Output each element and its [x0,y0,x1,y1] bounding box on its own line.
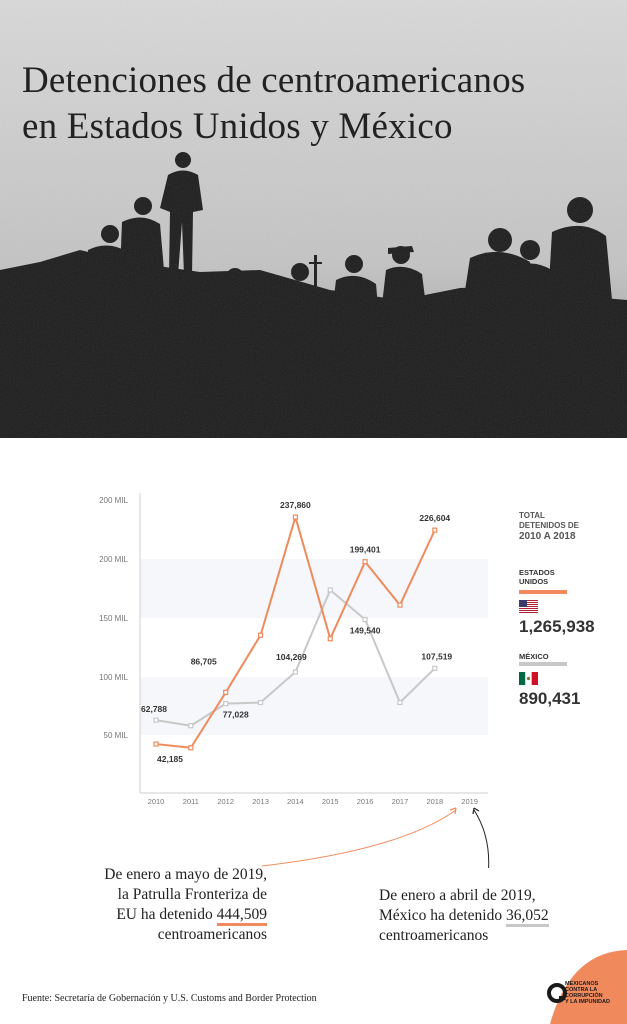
total-line-2: DETENIDOS DE [519,521,580,530]
data-label: 237,860 [280,500,311,510]
legend-us-swatch [519,590,567,594]
x-tick-label: 2018 [426,797,443,806]
x-axis-labels: 2010 2011 2012 2013 2014 2015 2016 2017 2018 2019 [148,797,478,806]
logo-line-2: CONTRA LA [565,987,598,993]
series-points [153,514,438,751]
legend-mx-label: MÉXICO [519,652,549,661]
data-label: 107,519 [421,651,452,661]
hero-photo [0,0,627,438]
data-label: 226,604 [419,513,450,523]
us-flag-icon [519,600,538,613]
data-point [153,717,159,723]
note-mexico-2019: De enero a abril de 2019, México ha dete… [379,886,549,946]
note-us-line-4: centroamericanos [157,926,267,943]
total-range: 2010 A 2018 [519,531,576,542]
logo-text: MEXICANOS CONTRA LA CORRUPCIÓN Y LA IMPU… [565,981,610,1005]
data-label: 199,401 [350,545,381,555]
data-point [223,701,229,707]
us-arrowhead [449,807,457,815]
legend-mx-swatch [519,662,567,666]
y-tick-label: 200 MIL [99,555,128,564]
data-label: 42,185 [157,754,183,764]
data-point [292,669,298,675]
title-line-2: en Estados Unidos y México [22,106,453,147]
us-total-value: 1,265,938 [519,617,595,636]
data-point [188,723,194,729]
title-line-1: Detenciones de centroamericanos [22,60,526,101]
us-arrow [261,809,457,867]
total-heading: TOTAL DETENIDOS DE 2010 A 2018 [519,511,624,543]
x-tick-label: 2016 [357,797,374,806]
data-point [397,699,403,706]
data-point [257,632,264,638]
page-title: Detenciones de centroamericanos en Estad… [22,58,622,150]
data-point [327,636,333,642]
x-tick-label: 2010 [148,797,165,806]
grid-band [140,677,488,735]
mexico-total-value: 890,431 [519,689,581,708]
x-tick-label: 2011 [183,797,199,806]
data-label: 104,269 [276,652,307,662]
legend-us-label: ESTADOS UNIDOS [519,568,579,586]
grid-band [140,559,488,618]
x-tick-label: 2019 [461,797,478,806]
note-mx-line-1: De enero a abril de 2019, [379,887,536,904]
chart-axes [139,493,488,794]
note-us-line-3-pre: EU ha detenido [116,906,217,923]
data-point [432,527,438,533]
note-us-number: 444,509 [216,906,267,926]
note-mx-line-3: centroamericanos [379,927,489,944]
data-point [153,741,159,747]
note-mx-line-2-pre: México ha detenido [379,907,506,924]
data-point [257,699,264,706]
data-point [327,587,333,593]
mx-arrow [473,809,490,868]
note-us-line-2: la Patrulla Fronteriza de [117,886,267,903]
note-us-line-1: De enero a mayo de 2019, [104,866,267,883]
x-tick-label: 2014 [287,797,304,806]
annotation-arrows [261,807,490,868]
data-label: 149,540 [350,626,381,636]
data-point [292,514,298,520]
data-point [362,616,368,623]
total-line-1: TOTAL [519,511,545,520]
data-label: 86,705 [191,656,217,666]
logo-line-4: Y LA IMPUNIDAD [565,999,610,1005]
note-mx-line-2: México ha detenido 36,052 [379,906,549,927]
note-mx-number: 36,052 [505,907,549,927]
note-us-line-3: EU ha detenido 444,509 [104,905,267,926]
data-point [432,665,438,671]
data-point [223,689,229,696]
y-tick-label: 100 MIL [99,673,128,682]
note-us-2019: De enero a mayo de 2019, la Patrulla Fro… [104,865,267,945]
y-axis-labels: 200 MIL 200 MIL 150 MIL 100 MIL 50 MIL [99,496,128,740]
data-label: 62,788 [141,704,167,714]
mexico-flag-icon [519,672,538,685]
data-point [188,745,194,751]
mx-arrowhead [472,807,480,815]
data-label: 77,028 [223,710,249,720]
logo-line-3: CORRUPCIÓN [565,993,603,999]
logo-line-1: MEXICANOS [565,981,599,987]
legend-us-line-1: ESTADOS [519,568,555,577]
y-tick-label: 50 MIL [104,731,129,740]
data-point [362,559,368,565]
logo-shape [547,950,627,1024]
data-point [397,602,403,608]
legend-us-line-2: UNIDOS [519,577,549,586]
x-tick-label: 2012 [217,797,234,806]
source-note: Fuente: Secretaría de Gobernación y U.S.… [22,993,317,1004]
data-labels: 42,185 86,705 237,860 199,401 226,604 62,788 7… [141,500,452,764]
x-tick-label: 2015 [322,797,339,806]
x-tick-label: 2017 [392,797,409,806]
y-tick-label: 200 MIL [99,496,128,505]
y-tick-label: 150 MIL [99,614,128,623]
grid-bands [140,559,488,735]
x-tick-label: 2013 [252,797,269,806]
